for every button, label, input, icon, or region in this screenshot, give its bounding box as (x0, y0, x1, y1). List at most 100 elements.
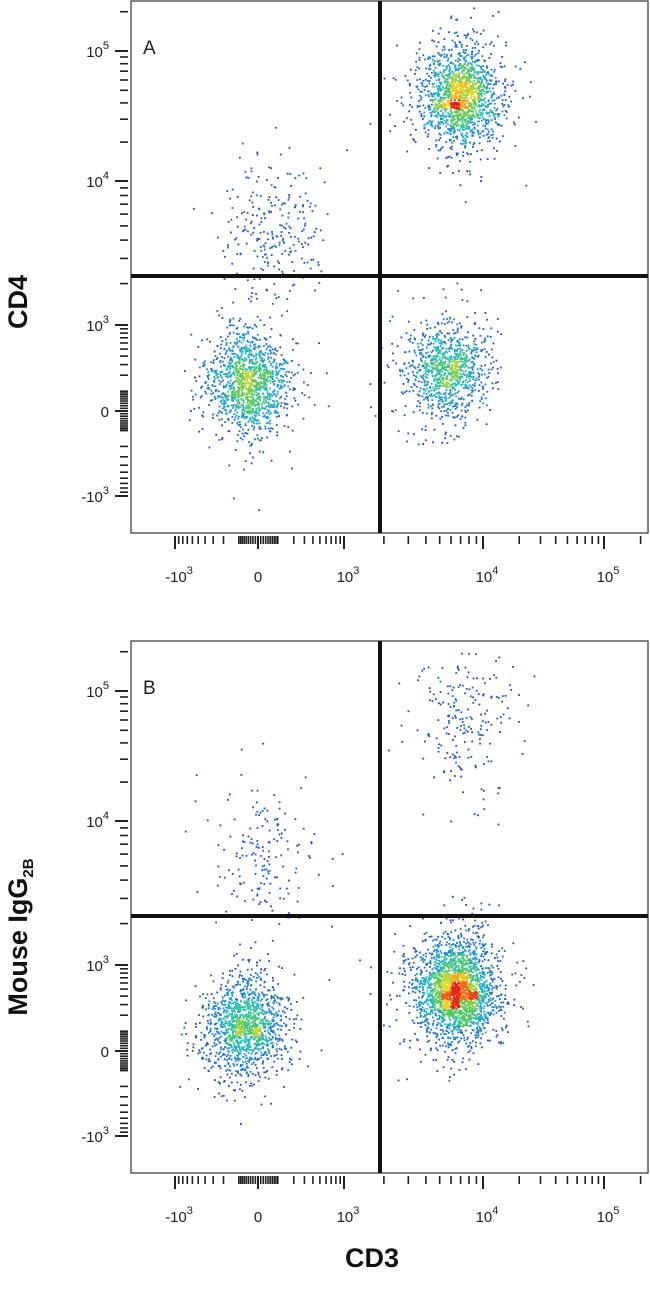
event-dot (269, 397, 272, 400)
event-dot (468, 115, 471, 118)
event-dot (443, 94, 445, 96)
event-dot (273, 358, 276, 361)
event-dot (225, 351, 228, 354)
event-dot (431, 367, 434, 370)
event-dot (238, 375, 241, 378)
event-dot (247, 332, 250, 335)
event-dot (276, 367, 279, 369)
event-dot (432, 441, 434, 444)
event-dot (232, 1026, 234, 1029)
event-dot (403, 391, 406, 394)
event-dot (473, 126, 476, 129)
event-dot (304, 222, 307, 225)
event-dot (465, 86, 468, 89)
event-dot (444, 361, 447, 364)
event-dot (281, 1057, 283, 1060)
event-dot (240, 373, 242, 375)
event-dot (446, 99, 449, 102)
event-dot (465, 118, 468, 121)
event-dot (442, 341, 445, 343)
event-dot (453, 115, 455, 118)
event-dot (463, 111, 465, 113)
event-dot (444, 69, 446, 72)
event-dot (262, 269, 265, 271)
event-dot (448, 113, 451, 116)
event-dot (455, 362, 458, 365)
event-dot (445, 347, 448, 350)
event-dot (231, 390, 233, 393)
event-dot (438, 358, 441, 361)
event-dot (260, 267, 263, 270)
event-dot (239, 380, 242, 383)
event-dot (474, 338, 477, 340)
event-dot (276, 995, 278, 998)
event-dot (434, 110, 437, 113)
y-tick-label: 0 (101, 404, 109, 421)
event-dot (235, 984, 238, 986)
event-dot (439, 349, 442, 352)
event-dot (424, 396, 427, 399)
event-dot (472, 85, 475, 88)
event-dot (472, 102, 475, 105)
event-dot (275, 1043, 278, 1046)
event-dot (450, 371, 453, 374)
event-dot (266, 256, 269, 259)
event-dot (257, 1047, 259, 1050)
event-dot (229, 359, 231, 361)
event-dot (481, 369, 484, 372)
event-dot (269, 364, 272, 367)
event-dot (464, 201, 467, 204)
event-dot (495, 82, 497, 85)
event-dot (437, 347, 439, 350)
event-dot (229, 379, 232, 382)
event-dot (420, 349, 423, 351)
event-dot (461, 376, 464, 379)
event-dot (201, 428, 204, 430)
event-dot (454, 92, 457, 95)
event-dot (470, 96, 472, 98)
event-dot (433, 393, 436, 396)
event-dot (245, 218, 247, 221)
event-dot (262, 370, 265, 373)
event-dot (258, 223, 261, 226)
event-dot (265, 389, 268, 392)
event-dot (248, 366, 250, 368)
event-dot (446, 318, 448, 320)
event-dot (433, 367, 435, 370)
event-dot (455, 152, 458, 155)
event-dot (223, 1003, 226, 1006)
event-dot (464, 88, 467, 91)
event-dot (256, 389, 259, 391)
event-dot (489, 140, 491, 142)
event-dot (239, 1007, 241, 1009)
event-dot (482, 130, 485, 132)
event-dot (276, 1022, 278, 1025)
event-dot (224, 408, 226, 411)
event-dot (435, 114, 438, 117)
event-dot (445, 90, 448, 93)
event-dot (275, 372, 278, 374)
event-dot (438, 59, 441, 62)
event-dot (472, 371, 475, 374)
event-dot (468, 348, 471, 351)
event-dot (276, 393, 279, 395)
event-dot (481, 71, 483, 74)
event-dot (226, 391, 229, 393)
event-dot (235, 343, 237, 346)
event-dot (432, 358, 435, 360)
event-dot (470, 76, 472, 79)
event-dot (454, 135, 457, 138)
event-dot (444, 366, 447, 369)
event-dot (466, 92, 469, 94)
event-dot (246, 212, 249, 214)
event-dot (235, 376, 237, 379)
event-dot (248, 367, 251, 370)
event-dot (221, 360, 224, 363)
event-dot (464, 72, 467, 75)
event-dot (298, 240, 300, 243)
event-dot (464, 99, 467, 102)
event-dot (451, 75, 453, 78)
event-dot (470, 389, 473, 392)
event-dot (453, 106, 455, 109)
event-dot (437, 90, 440, 93)
